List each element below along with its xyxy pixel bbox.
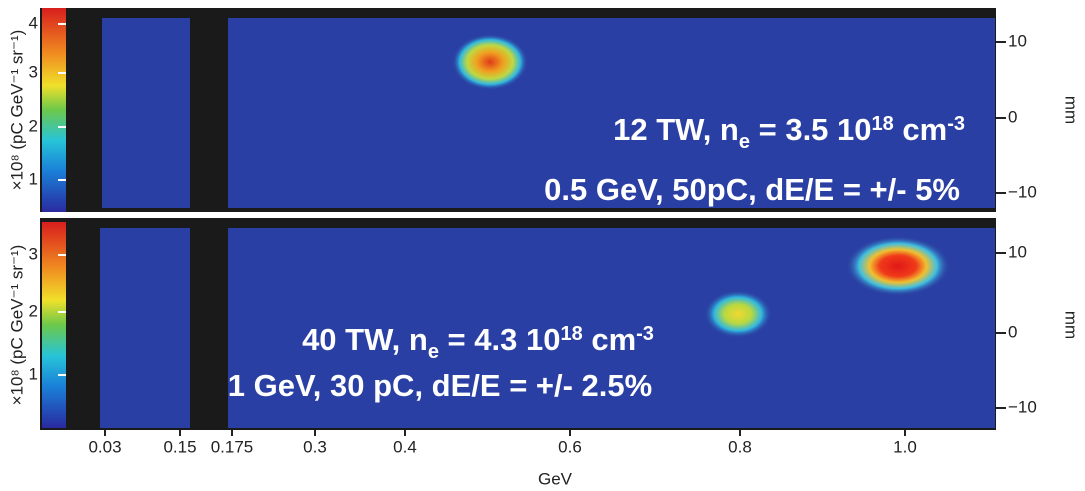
annotation: 12 TW, ne = 3.5 1018 cm-3 [613, 112, 965, 153]
colorbar-label: ×10⁸ (pC GeV⁻¹ sr⁻¹) [7, 30, 26, 191]
colorbar-tick-label: 2 [29, 116, 38, 135]
text: 18 [560, 323, 582, 345]
y-tick-label: 10 [1008, 242, 1027, 261]
annotation: 40 TW, ne = 4.3 1018 cm-3 [302, 322, 654, 363]
text: = 4.3 10 [439, 322, 561, 357]
colorbar-label: ×10⁸ (pC GeV⁻¹ sr⁻¹) [7, 245, 26, 406]
x-tick-label: 0.15 [163, 437, 196, 456]
colorbar-tick-label: 3 [29, 62, 38, 81]
text: 12 TW, n [613, 112, 739, 147]
colorbar-tick-label: 1 [29, 364, 38, 383]
x-tick-label: 0.03 [88, 437, 121, 456]
y-tick-label: 0 [1008, 107, 1017, 126]
detector [228, 18, 995, 208]
y-tick-label: 10 [1008, 31, 1027, 50]
text: 40 TW, n [302, 322, 428, 357]
x-tick-label: 0.6 [558, 437, 582, 456]
y-tick-label: −10 [1008, 397, 1037, 416]
y-axis-label: mm [1062, 96, 1081, 124]
colorbar [42, 8, 66, 212]
x-axis-label: GeV [538, 469, 573, 488]
panel-top [40, 8, 996, 212]
annotation: 0.5 GeV, 50pC, dE/E = +/- 5% [544, 172, 960, 207]
y-tick-label: 0 [1008, 322, 1017, 341]
text: e [739, 131, 750, 153]
text: cm [583, 322, 636, 357]
y-tick-label: −10 [1008, 182, 1037, 201]
x-tick-label: 1.0 [893, 437, 917, 456]
text: -3 [947, 113, 965, 135]
colorbar-tick-label: 4 [29, 13, 38, 32]
x-tick-label: 0.3 [303, 437, 327, 456]
annotation: 1 GeV, 30 pC, dE/E = +/- 2.5% [228, 368, 652, 403]
text: e [428, 341, 439, 363]
text: cm [894, 112, 947, 147]
text: -3 [636, 323, 654, 345]
text: 18 [872, 113, 894, 135]
y-axis-label: mm [1062, 311, 1081, 339]
x-tick-label: 0.175 [211, 437, 254, 456]
colorbar [42, 222, 66, 428]
beam-spot [452, 34, 528, 90]
beam-spot [704, 290, 772, 338]
detector [100, 228, 190, 428]
x-tick-label: 0.8 [728, 437, 752, 456]
text: = 3.5 10 [750, 112, 872, 147]
colorbar-tick-label: 2 [29, 301, 38, 320]
colorbar-tick-label: 1 [29, 169, 38, 188]
colorbar-tick-label: 3 [29, 244, 38, 263]
detector [102, 18, 190, 208]
x-tick-label: 0.4 [393, 437, 417, 456]
beam-spot [846, 236, 950, 296]
panel-bottom [40, 218, 996, 430]
